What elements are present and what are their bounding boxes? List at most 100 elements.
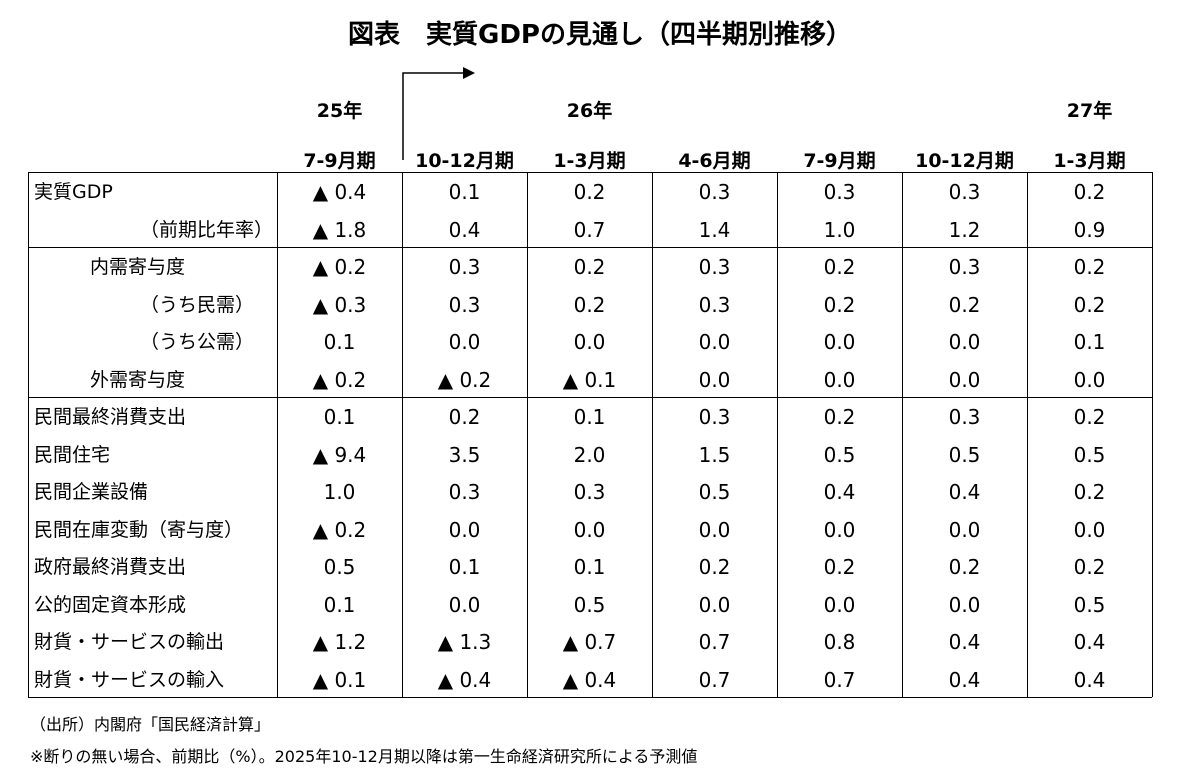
cell-value: 0.4	[1073, 630, 1106, 654]
cell-value: 0.3	[698, 180, 731, 204]
cell-value: 0.0	[698, 592, 731, 617]
cell-value: 1.0	[323, 480, 356, 504]
cell-value: 0.2	[1073, 480, 1106, 504]
cell-value: 0.5	[1073, 442, 1106, 467]
row-label: 民間企業設備	[34, 481, 149, 503]
row-label: 外需寄与度	[90, 368, 186, 391]
cell-value: 0.4	[448, 217, 481, 242]
cell-value: 0.0	[948, 592, 981, 617]
row-label: 民間最終消費支出	[34, 406, 187, 428]
cell-value: 0.4	[948, 480, 981, 504]
cell-value: 0.0	[448, 330, 481, 354]
column-border	[1152, 172, 1153, 697]
cell-value: 0.5	[1073, 592, 1106, 617]
cell-value: 0.3	[698, 292, 731, 317]
cell-value: 2.0	[573, 442, 606, 467]
row-label: 公的固定資本形成	[34, 593, 187, 616]
cell-value: 0.0	[948, 367, 981, 392]
cell-value: 0.0	[823, 367, 856, 392]
cell-value: 0.9	[1073, 217, 1106, 242]
cell-value: 0.0	[448, 517, 481, 542]
cell-value: ▲ 0.2	[312, 517, 367, 542]
cell-value: 0.8	[823, 630, 856, 654]
cell-value: 0.2	[573, 255, 606, 279]
cell-value: 0.5	[573, 592, 606, 617]
cell-value: 0.3	[448, 480, 481, 504]
row-label: （前期比年率）	[139, 218, 273, 241]
cell-value: ▲ 0.2	[312, 255, 367, 279]
year-label: 27年	[1066, 100, 1113, 122]
cell-value: 0.7	[823, 667, 856, 692]
column-border	[777, 172, 778, 697]
cell-value: 1.2	[948, 217, 981, 242]
note: ※断りの無い場合、前期比（%）。2025年10-12月期以降は第一生命経済研究所…	[30, 747, 698, 766]
cell-value: 0.0	[948, 330, 981, 354]
cell-value: 0.3	[948, 180, 981, 204]
row-label: 実質GDP	[34, 181, 113, 203]
row-label: 民間在庫変動（寄与度）	[34, 518, 244, 541]
cell-value: 0.4	[948, 667, 981, 692]
cell-value: 0.3	[823, 180, 856, 204]
cell-value: 0.0	[948, 517, 981, 542]
row-label: 財貨・サービスの輸出	[34, 631, 225, 653]
cell-value: 0.1	[323, 592, 356, 617]
column-header: 1-3月期	[1053, 150, 1126, 172]
cell-value: 0.7	[573, 217, 606, 242]
cell-value: 0.4	[948, 630, 981, 654]
cell-value: 0.2	[1073, 405, 1106, 429]
cell-value: 0.2	[1073, 180, 1106, 204]
cell-value: ▲ 1.2	[312, 630, 367, 654]
cell-value: ▲ 0.1	[562, 367, 617, 392]
cell-value: 1.0	[823, 217, 856, 242]
cell-value: 0.2	[1073, 292, 1106, 317]
cell-value: ▲ 0.1	[312, 667, 367, 692]
note: （出所）内閣府「国民経済計算」	[30, 715, 271, 734]
cell-value: 0.4	[1073, 667, 1106, 692]
cell-value: ▲ 1.3	[437, 630, 492, 654]
cell-value: 0.2	[698, 555, 731, 579]
column-border	[652, 172, 653, 697]
cell-value: ▲ 0.4	[437, 667, 492, 692]
cell-value: ▲ 0.3	[312, 292, 367, 317]
cell-value: 0.2	[1073, 555, 1106, 579]
cell-value: 0.1	[448, 180, 481, 204]
cell-value: 0.2	[823, 292, 856, 317]
cell-value: 3.5	[448, 442, 481, 467]
cell-value: 0.2	[948, 292, 981, 317]
cell-value: 0.3	[573, 480, 606, 504]
cell-value: 0.3	[948, 405, 981, 429]
row-label: 財貨・サービスの輸入	[34, 668, 225, 691]
cell-value: 1.5	[698, 442, 731, 467]
cell-value: 0.0	[698, 330, 731, 354]
cell-value: ▲ 0.4	[562, 667, 617, 692]
cell-value: 0.5	[823, 442, 856, 467]
column-border	[902, 172, 903, 697]
column-header: 4-6月期	[678, 150, 751, 172]
cell-value: 0.2	[823, 255, 856, 279]
column-header: 7-9月期	[303, 150, 376, 172]
cell-value: 0.2	[573, 292, 606, 317]
cell-value: 0.1	[573, 555, 606, 579]
cell-value: 0.3	[698, 255, 731, 279]
cell-value: 0.3	[448, 292, 481, 317]
row-border	[28, 247, 1152, 248]
cell-value: ▲ 0.4	[312, 180, 367, 204]
row-border	[28, 172, 1152, 173]
cell-value: 0.0	[1073, 517, 1106, 542]
cell-value: 0.0	[448, 592, 481, 617]
cell-value: 0.4	[823, 480, 856, 504]
row-label: 内需寄与度	[90, 256, 186, 278]
row-label: （うち公需）	[140, 331, 255, 353]
row-border	[28, 397, 1152, 398]
cell-value: ▲ 0.2	[312, 367, 367, 392]
cell-value: 0.7	[698, 667, 731, 692]
cell-value: 0.3	[698, 405, 731, 429]
cell-value: 0.1	[573, 405, 606, 429]
row-label: 政府最終消費支出	[34, 556, 187, 578]
cell-value: 0.3	[948, 255, 981, 279]
year-label: 26年	[566, 100, 613, 122]
column-header: 7-9月期	[803, 150, 876, 172]
cell-value: 0.5	[948, 442, 981, 467]
cell-value: ▲ 0.2	[437, 367, 492, 392]
cell-value: 0.0	[823, 330, 856, 354]
